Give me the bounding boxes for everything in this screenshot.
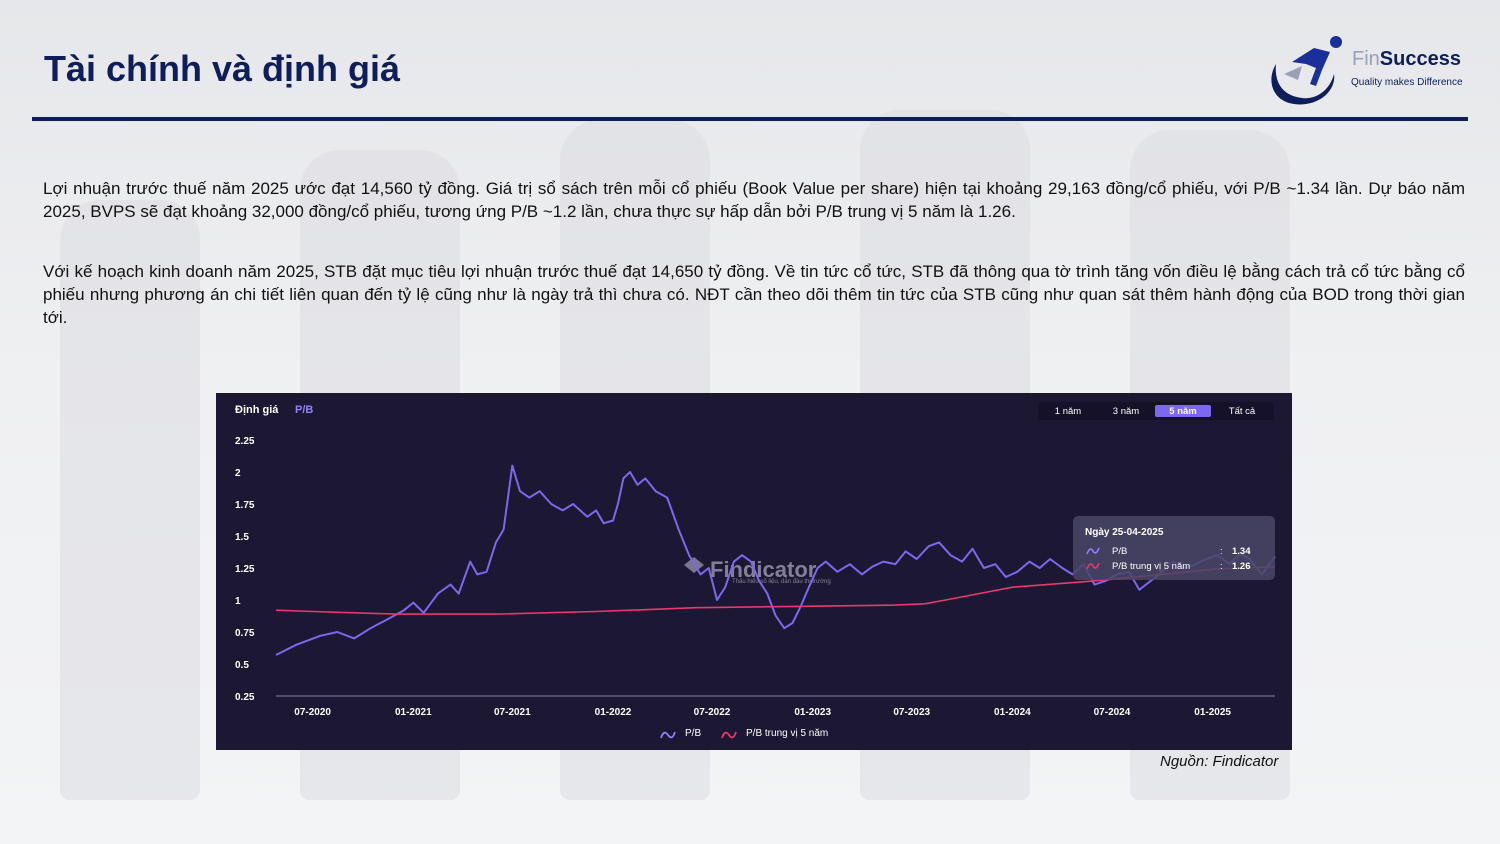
runner-swoosh-icon xyxy=(1271,36,1342,105)
paragraph-valuation: Lợi nhuận trước thuế năm 2025 ước đạt 14… xyxy=(43,179,1465,221)
chart-title-metric: P/B xyxy=(295,404,313,416)
logo-prefix: Fin xyxy=(1352,48,1380,70)
tooltip-box xyxy=(1073,516,1275,580)
watermark-tagline: Thấu hiểu số liệu, dẫn đầu thị trường xyxy=(732,578,831,585)
median-legend-icon xyxy=(721,731,737,739)
tooltip-pb-value: 1.34 xyxy=(1232,546,1251,557)
pb-series-line xyxy=(275,464,1276,656)
x-tick-label: 07-2023 xyxy=(893,707,930,718)
tooltip-median-label: P/B trung vị 5 năm xyxy=(1112,561,1190,572)
chart-canvas: Định giá P/B 1 năm 3 năm 5 năm Tất cả Findi… xyxy=(235,402,1276,739)
source-note: Nguồn: Findicator xyxy=(1160,753,1279,770)
pb-legend-icon xyxy=(660,731,676,739)
x-tick-label: 01-2024 xyxy=(994,707,1031,718)
chart-legend: P/B P/B trung vị 5 năm xyxy=(660,728,828,739)
y-tick-label: 1 xyxy=(235,596,241,607)
y-tick-label: 0.5 xyxy=(235,660,249,671)
chart-tooltip: Ngày 25-04-2025 P/B : 1.34 P/B trung vị … xyxy=(1073,516,1275,580)
range-tab[interactable]: 1 năm xyxy=(1055,406,1081,417)
median-series-icon xyxy=(1086,562,1100,570)
y-tick-label: 1.5 xyxy=(235,532,249,543)
logo-name: Success xyxy=(1379,48,1461,70)
legend-pb[interactable]: P/B xyxy=(685,728,701,739)
x-tick-label: 07-2020 xyxy=(294,707,331,718)
finsuccess-logo: FinSuccess Quality makes Difference xyxy=(1262,34,1472,110)
range-tab-highlight xyxy=(1155,405,1211,417)
y-tick-label: 1.25 xyxy=(235,564,255,575)
x-tick-label: 07-2021 xyxy=(494,707,531,718)
paragraph-business-plan: Với kế hoạch kinh doanh năm 2025, STB đặ… xyxy=(43,262,1465,327)
range-tab[interactable]: 5 năm xyxy=(1169,406,1196,417)
x-tick-label: 01-2025 xyxy=(1194,707,1231,718)
x-tick-label: 07-2022 xyxy=(694,707,731,718)
tooltip-date: Ngày 25-04-2025 xyxy=(1085,527,1164,538)
logo-wordmark: FinSuccess xyxy=(1352,48,1461,71)
y-tick-label: 1.75 xyxy=(235,500,255,511)
legend-median[interactable]: P/B trung vị 5 năm xyxy=(746,728,828,739)
logo-tagline: Quality makes Difference xyxy=(1351,77,1463,88)
tooltip-separator: : xyxy=(1220,546,1223,557)
pb-series-icon xyxy=(1086,547,1100,555)
y-tick-label: 2.25 xyxy=(235,436,255,447)
y-tick-label: 0.75 xyxy=(235,628,255,639)
x-tick-label: 01-2022 xyxy=(595,707,632,718)
background-silhouette xyxy=(60,200,200,800)
range-tab[interactable]: 3 năm xyxy=(1113,406,1139,417)
chart-title-prefix: Định giá xyxy=(235,404,279,416)
x-tick-label: 01-2021 xyxy=(395,707,432,718)
header-divider xyxy=(32,117,1468,121)
range-tab[interactable]: Tất cả xyxy=(1229,406,1256,417)
tooltip-separator: : xyxy=(1220,561,1223,572)
x-tick-label: 01-2023 xyxy=(794,707,831,718)
y-tick-label: 0.25 xyxy=(235,692,255,703)
tooltip-pb-label: P/B xyxy=(1112,546,1127,557)
page-title: Tài chính và định giá xyxy=(44,48,401,89)
x-tick-label: 07-2024 xyxy=(1094,707,1131,718)
tooltip-median-value: 1.26 xyxy=(1232,561,1251,572)
y-tick-label: 2 xyxy=(235,468,241,479)
pb-valuation-chart: Định giá P/B 1 năm 3 năm 5 năm Tất cả Findi… xyxy=(216,393,1292,750)
